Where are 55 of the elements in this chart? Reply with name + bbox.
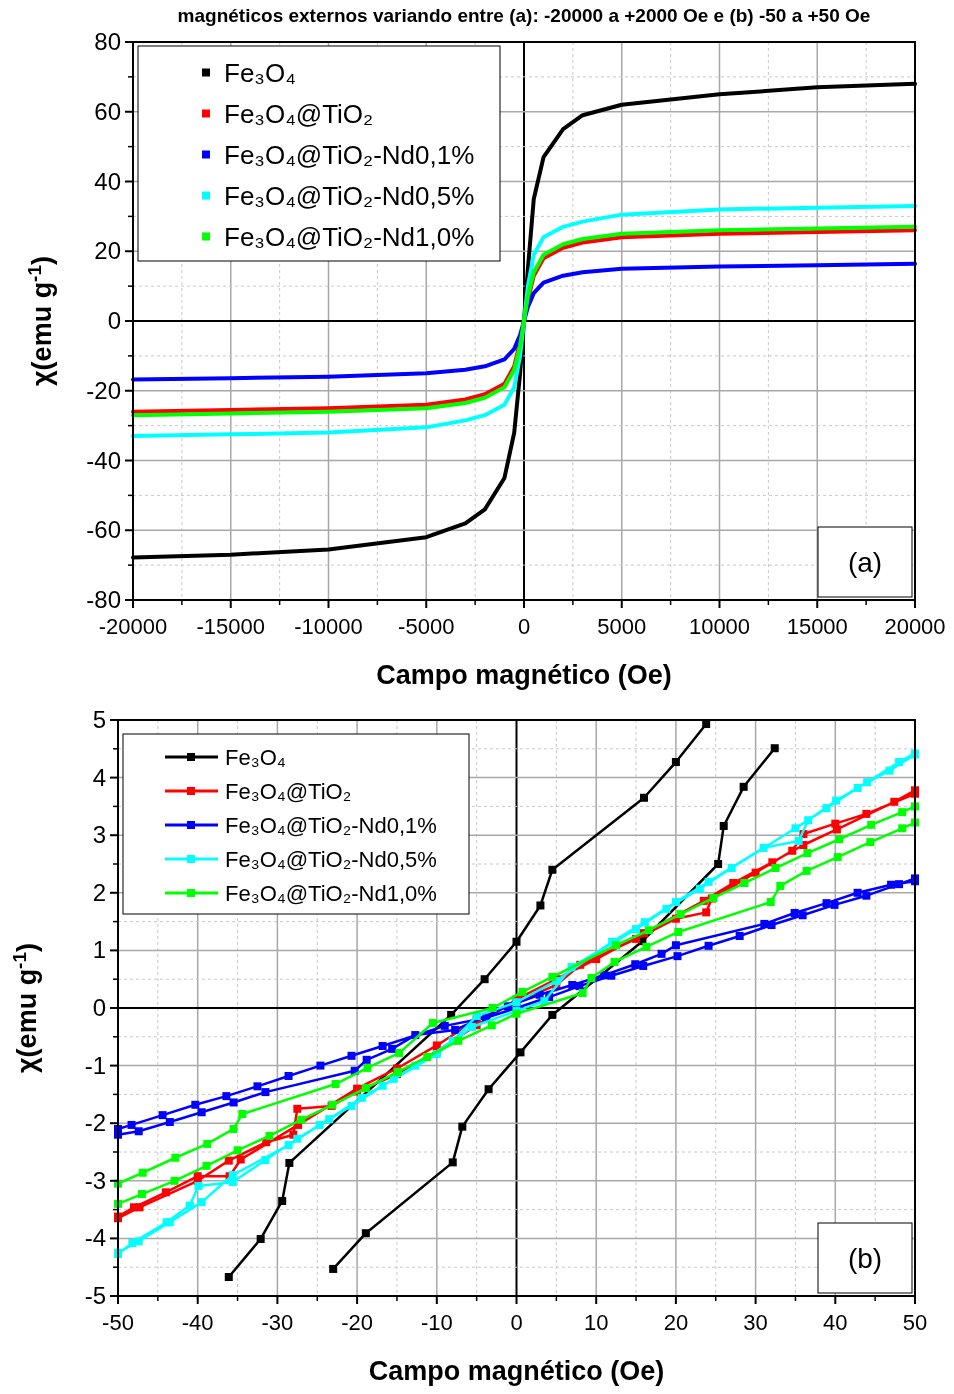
legend-label: Fe₃O₄@TiO₂ (225, 778, 352, 804)
legend-label: Fe₃O₄@TiO₂ (224, 98, 374, 129)
y-tick-label: 0 (107, 307, 121, 334)
y-tick-label: 4 (92, 763, 106, 791)
legend-label: Fe₃O₄ (225, 744, 286, 770)
x-axis-title: Campo magnético (Oe) (376, 660, 672, 690)
y-tick-label: 80 (94, 28, 121, 55)
x-tick-label: 0 (517, 614, 531, 639)
x-tick-label: 40 (823, 1310, 848, 1335)
y-tick-label: 5 (92, 706, 106, 733)
x-tick-label: 10 (583, 1310, 609, 1335)
x-tick-label: 10000 (688, 614, 751, 639)
x-tick-label: -50 (102, 1310, 134, 1335)
x-tick-label: -20 (341, 1310, 373, 1335)
x-tick-label: -5000 (398, 614, 455, 639)
y-tick-label: -80 (86, 586, 121, 613)
y-tick-label: 0 (92, 994, 106, 1021)
y-tick-label: 60 (94, 97, 121, 125)
y-tick-label: -4 (84, 1224, 106, 1252)
y-tick-label: 3 (92, 821, 106, 849)
x-axis-title: Campo magnético (Oe) (368, 1356, 665, 1386)
annotation: (a) (847, 547, 883, 578)
y-tick-label: 40 (94, 167, 121, 195)
y-tick-label: -40 (86, 446, 121, 474)
x-tick-label: 5000 (597, 614, 647, 639)
legend-label: Fe₃O₄@TiO₂-Nd1,0% (224, 221, 475, 252)
y-tick-label: -20 (86, 376, 121, 404)
x-tick-label: -10000 (294, 614, 363, 639)
x-tick-label: -40 (181, 1310, 214, 1335)
legend-label: Fe₃O₄@TiO₂-Nd0,5% (224, 180, 475, 211)
x-tick-label: 0 (510, 1310, 523, 1335)
x-tick-label: -15000 (196, 614, 266, 639)
legend-label: Fe₃O₄ (224, 57, 296, 88)
y-tick-label: -5 (84, 1282, 106, 1309)
chart-title: magnéticos externos variando entre (a): -20000 a +2000 Oe e (b) -50 a +50 Oe (177, 5, 871, 26)
y-tick-label: -3 (84, 1166, 106, 1194)
x-tick-label: -20000 (98, 614, 168, 639)
y-tick-label: -1 (84, 1051, 106, 1079)
x-tick-label: 15000 (786, 614, 848, 639)
annotation: (b) (847, 1243, 883, 1274)
x-tick-label: -30 (261, 1310, 294, 1335)
y-tick-label: 1 (92, 936, 106, 964)
x-tick-label: 30 (743, 1310, 768, 1335)
x-tick-label: -10 (420, 1310, 453, 1335)
y-tick-label: 20 (94, 237, 121, 265)
x-tick-label: 20000 (884, 614, 946, 639)
y-tick-label: -2 (84, 1109, 106, 1137)
x-tick-label: 20 (663, 1310, 689, 1335)
x-tick-label: 50 (902, 1310, 928, 1335)
y-tick-label: 2 (92, 878, 106, 906)
legend-label: Fe₃O₄@TiO₂-Nd0,1% (225, 812, 437, 838)
y-tick-label: -60 (86, 516, 121, 544)
legend-label: Fe₃O₄@TiO₂-Nd1,0% (225, 880, 437, 906)
legend-label: Fe₃O₄@TiO₂-Nd0,1% (224, 139, 475, 170)
legend-label: Fe₃O₄@TiO₂-Nd0,5% (225, 846, 437, 872)
